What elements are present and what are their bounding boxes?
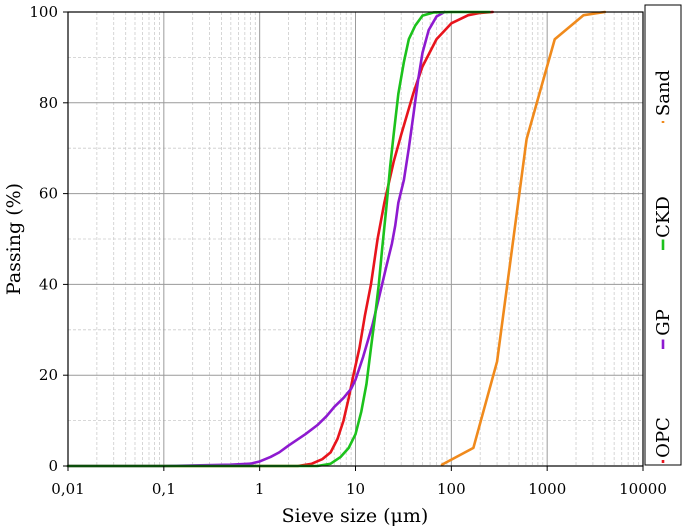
x-axis-title: Sieve size (μm)	[282, 505, 429, 527]
y-tick-label: 60	[39, 185, 58, 203]
x-axis: 0,01 0,1 1 10 100 1000 10000	[51, 466, 667, 498]
x-tick-label: 0,1	[152, 480, 176, 498]
y-axis-title: Passing (%)	[3, 183, 25, 295]
legend-label-opc: OPC	[653, 417, 674, 458]
x-tick-label: 1000	[528, 480, 566, 498]
x-tick-label: 10	[346, 480, 365, 498]
legend: OPC GP CKD Sand	[644, 4, 682, 466]
legend-box	[644, 4, 682, 466]
series-line-sand	[440, 10, 607, 466]
legend-label-ckd: CKD	[653, 196, 674, 238]
series-layer	[66, 10, 607, 468]
y-axis: 0 20 40 60 80 100	[29, 3, 68, 475]
legend-label-gp: GP	[653, 309, 674, 336]
y-tick-label: 100	[29, 3, 58, 21]
x-tick-label: 1	[255, 480, 265, 498]
series-line-opc	[66, 10, 494, 468]
series-line-gp	[66, 10, 446, 468]
x-tick-label: 10000	[619, 480, 667, 498]
series-line-ckd	[66, 10, 491, 468]
y-tick-label: 40	[39, 275, 58, 293]
y-tick-label: 20	[39, 366, 58, 384]
x-tick-label: 100	[437, 480, 466, 498]
x-tick-label: 0,01	[51, 480, 84, 498]
y-tick-label: 80	[39, 94, 58, 112]
legend-label-sand: Sand	[653, 70, 674, 116]
y-tick-label: 0	[48, 457, 58, 475]
minor-grid	[68, 12, 643, 466]
